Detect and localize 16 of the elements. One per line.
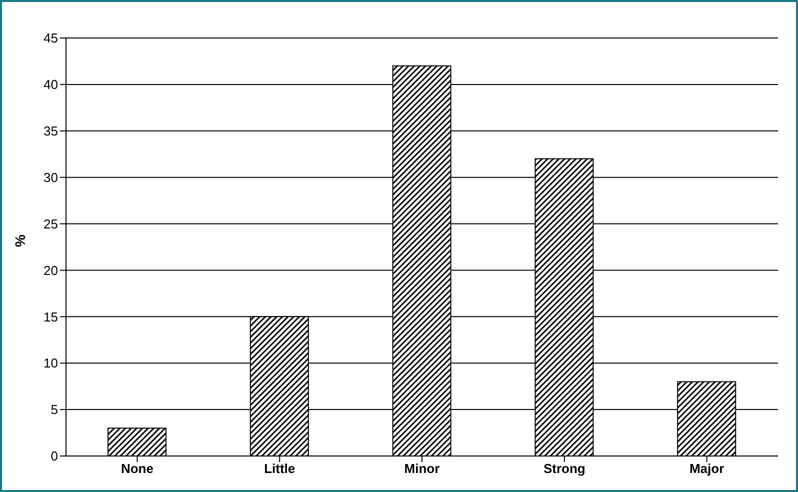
x-tick-label: Strong <box>543 461 586 476</box>
y-tick-label: 45 <box>44 30 58 46</box>
y-tick-label: 40 <box>44 77 58 92</box>
y-axis-title: % <box>12 234 28 247</box>
x-tick-label: Major <box>689 461 724 476</box>
y-tick-label: 5 <box>50 402 58 418</box>
y-tick-label: 25 <box>44 216 58 232</box>
x-tick-label: None <box>120 461 154 476</box>
y-tick-label: 10 <box>44 356 58 371</box>
y-tick-label: 0 <box>50 448 58 464</box>
y-tick-label: 15 <box>44 309 58 324</box>
x-tick-label: Minor <box>404 461 440 476</box>
y-tick-label: 35 <box>44 124 58 139</box>
y-tick-label: 30 <box>44 170 58 185</box>
y-tick-label: 20 <box>44 262 58 278</box>
x-tick-label: Little <box>264 461 296 476</box>
